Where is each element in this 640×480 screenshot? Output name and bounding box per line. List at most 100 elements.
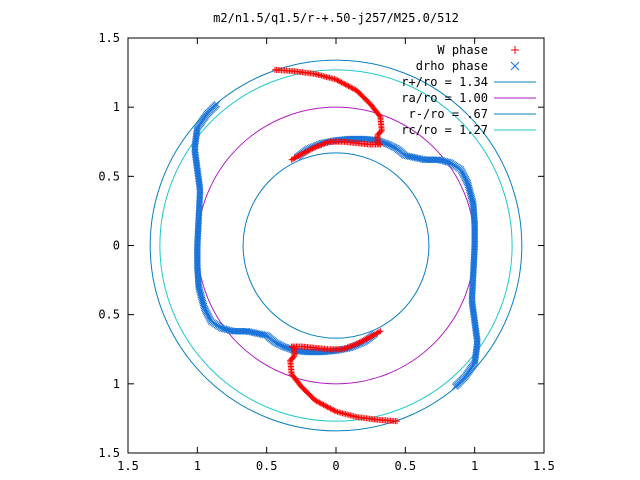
data-point xyxy=(290,155,297,162)
data-point xyxy=(299,150,306,157)
data-point xyxy=(327,405,334,412)
data-point xyxy=(357,338,364,345)
legend-label-w-phase: W phase xyxy=(437,43,488,57)
data-point xyxy=(333,76,339,83)
data-point xyxy=(308,146,315,153)
data-point xyxy=(193,256,201,264)
data-point xyxy=(330,407,337,414)
data-point xyxy=(377,328,384,335)
y-tick-label: 1 xyxy=(113,377,120,391)
data-point xyxy=(349,85,356,92)
data-point xyxy=(193,246,201,254)
series-drho-phase xyxy=(191,101,481,390)
data-point xyxy=(334,77,341,84)
data-point xyxy=(339,80,346,87)
data-point xyxy=(305,147,312,154)
data-point xyxy=(289,372,296,379)
data-point xyxy=(328,406,335,413)
data-point xyxy=(333,408,339,415)
data-point xyxy=(193,258,201,265)
data-point xyxy=(324,404,331,411)
data-point xyxy=(319,401,326,408)
y-tick-label: 1 xyxy=(113,100,120,114)
x-tick-label: 1.5 xyxy=(533,459,555,473)
x-tick-label: 0.5 xyxy=(394,459,416,473)
data-point xyxy=(363,335,370,342)
data-point xyxy=(337,78,344,85)
data-point xyxy=(193,251,201,259)
data-point xyxy=(344,82,351,89)
data-point xyxy=(193,248,201,256)
y-tick-label: 0.5 xyxy=(98,308,120,322)
data-point xyxy=(348,84,355,91)
x-tick-label: 1.5 xyxy=(117,459,139,473)
data-point xyxy=(309,145,316,152)
data-point xyxy=(345,83,352,90)
data-point xyxy=(471,226,479,233)
y-tick-label: 1.5 xyxy=(98,31,120,45)
legend-label-drho-phase: drho phase xyxy=(416,59,488,73)
circle-r-ro-1-34 xyxy=(149,59,523,432)
data-point xyxy=(323,403,330,410)
y-tick-label: 0.5 xyxy=(98,169,120,183)
x-tick-label: 0.5 xyxy=(256,459,278,473)
x-tick-label: 1 xyxy=(471,459,478,473)
data-point xyxy=(364,335,371,342)
data-point xyxy=(317,400,324,407)
data-point xyxy=(320,401,327,408)
circle-r-ro-67 xyxy=(242,152,430,339)
data-point xyxy=(360,337,367,344)
legend-marker-w-phase xyxy=(511,46,519,54)
chart-title: m2/n1.5/q1.5/r-+.50-j257/M25.0/512 xyxy=(213,11,459,25)
data-point xyxy=(193,243,201,251)
circle-ra-ro-1-00 xyxy=(196,106,476,385)
data-point xyxy=(316,399,323,406)
data-point xyxy=(314,398,321,405)
data-point xyxy=(301,149,308,156)
y-tick-label: 0 xyxy=(113,239,120,253)
axis-ticks: 1.5 1 0.5 0 0.5 1 1.51.510.500.511.5 xyxy=(98,31,555,473)
data-point xyxy=(375,329,382,336)
data-point xyxy=(341,80,348,87)
data-point xyxy=(326,404,333,411)
data-point xyxy=(193,254,201,262)
data-point xyxy=(355,340,362,347)
legend: W phase drho phase r+/ro = 1.34 ra/ro = 1.0… xyxy=(401,43,536,137)
data-point xyxy=(193,242,201,249)
data-point xyxy=(471,240,479,248)
legend-label-ra-ro-1-00: ra/ro = 1.00 xyxy=(401,91,488,105)
data-point xyxy=(471,229,479,237)
data-point xyxy=(351,86,358,93)
series-w-phase xyxy=(271,66,401,425)
data-point xyxy=(288,156,295,163)
legend-label-r-ro-1-34: r+/ro = 1.34 xyxy=(401,75,488,89)
data-point xyxy=(331,407,338,414)
data-point xyxy=(471,227,479,235)
data-point xyxy=(306,147,313,154)
data-point xyxy=(471,237,479,245)
circle-rc-ro-1-27 xyxy=(159,69,513,422)
data-point xyxy=(321,402,328,409)
data-point xyxy=(338,79,345,86)
legend-label-r-ro-67: r-/ro = .67 xyxy=(409,107,488,121)
data-point xyxy=(471,235,479,243)
x-tick-label: 1 xyxy=(194,459,201,473)
data-point xyxy=(193,245,201,253)
data-point xyxy=(362,336,369,343)
data-point xyxy=(302,149,309,156)
data-point xyxy=(471,238,479,246)
data-point xyxy=(335,77,342,84)
data-point xyxy=(356,339,363,346)
data-point xyxy=(471,232,479,240)
x-tick-label: 0 xyxy=(332,459,339,473)
data-point xyxy=(312,144,319,151)
data-point xyxy=(342,81,349,88)
data-point xyxy=(310,144,317,151)
legend-marker-drho-phase xyxy=(510,61,520,71)
data-series xyxy=(191,66,481,425)
data-point xyxy=(376,112,383,119)
y-tick-label: 1.5 xyxy=(98,446,120,460)
data-point xyxy=(303,148,310,155)
data-point xyxy=(346,83,353,90)
